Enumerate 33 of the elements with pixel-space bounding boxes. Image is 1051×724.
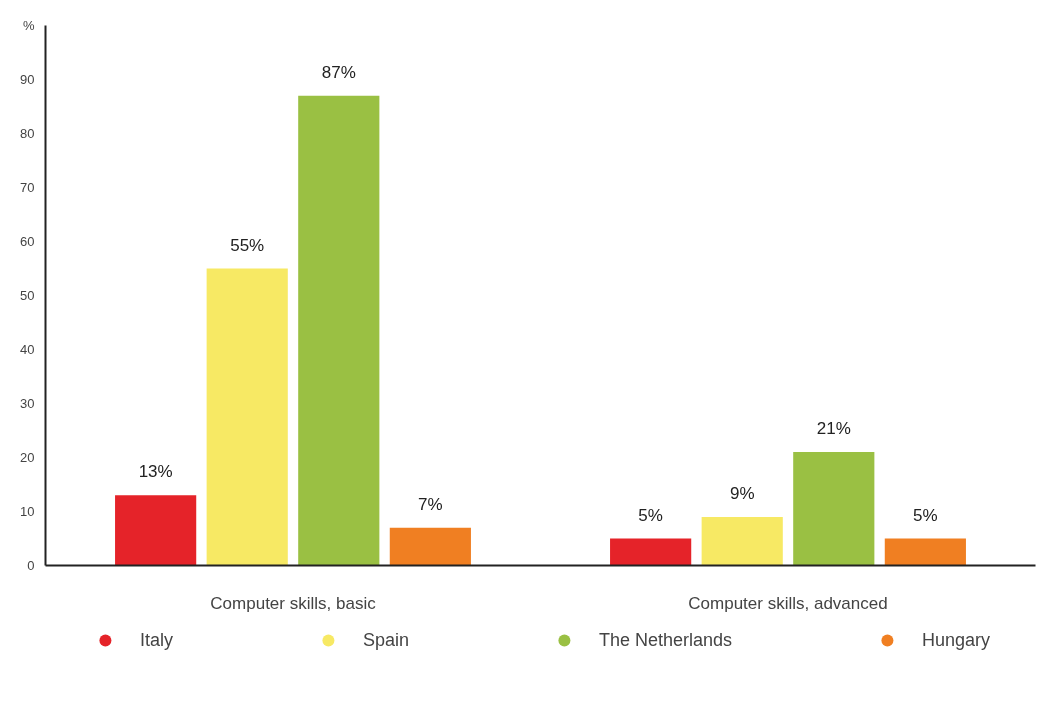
legend-label: The Netherlands	[598, 629, 733, 651]
y-tick-label: 0	[27, 558, 35, 573]
legend-label: Italy	[139, 629, 173, 651]
legend-label: Spain	[362, 629, 409, 651]
data-label: 5%	[913, 505, 938, 525]
y-tick-label: 60	[20, 234, 35, 249]
data-label: 13%	[138, 462, 173, 482]
y-tick-label: 10	[20, 504, 35, 519]
x-tick-label: Computer skills, advanced	[688, 593, 888, 613]
bar	[610, 538, 692, 566]
data-label: 21%	[816, 419, 851, 439]
bar	[115, 495, 197, 566]
y-tick-label: 30	[20, 396, 35, 411]
y-tick-label: 50	[20, 288, 35, 303]
data-label: 7%	[418, 494, 443, 514]
legend-label: Hungary	[922, 629, 991, 651]
bar	[206, 268, 288, 566]
bar	[793, 452, 875, 566]
bar	[389, 527, 471, 566]
y-tick-label: 90	[20, 72, 35, 87]
data-label: 5%	[638, 505, 663, 525]
y-tick-label: 80	[20, 126, 35, 141]
y-tick-label: 70	[20, 180, 35, 195]
y-tick-label: %	[22, 18, 35, 33]
bar	[884, 538, 966, 566]
bar	[701, 516, 783, 566]
data-label: 9%	[729, 483, 755, 503]
x-tick-label: Computer skills, basic	[210, 593, 377, 613]
data-label: 55%	[230, 235, 265, 255]
y-tick-label: 40	[20, 342, 35, 357]
y-tick-label: 20	[20, 450, 35, 465]
bar	[298, 95, 380, 566]
data-label: 87%	[321, 62, 356, 82]
